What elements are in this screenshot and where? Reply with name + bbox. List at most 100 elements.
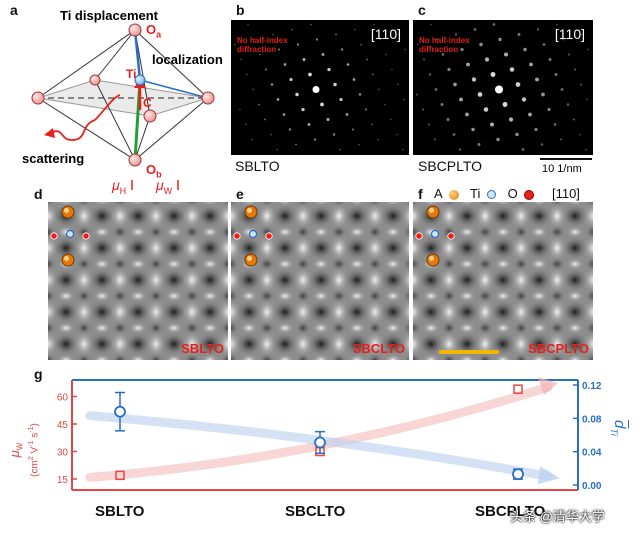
diffraction-spot	[295, 92, 299, 97]
diffraction-spot	[282, 113, 286, 116]
diffraction-spot	[489, 122, 495, 127]
right-axis-sub: Ti	[609, 428, 619, 436]
stem-light-column	[276, 354, 294, 360]
stem-dark-column	[184, 321, 200, 335]
stem-light-column	[146, 331, 166, 357]
stem-dark-column	[295, 289, 311, 303]
label-oa: Oa	[146, 22, 161, 40]
diffraction-spot	[384, 103, 386, 106]
stem-dark-column	[272, 204, 298, 228]
stem-dark-column	[477, 353, 493, 360]
label-mu-h-main: μ	[112, 177, 120, 193]
diffraction-spot	[377, 138, 379, 141]
stem-light-column	[93, 322, 111, 334]
stem-dark-column	[526, 204, 552, 228]
stem-f-label: SBCPLTO	[528, 341, 589, 356]
stem-light-column	[93, 258, 111, 270]
left-tick-label: 45	[57, 420, 69, 431]
diffraction-spot	[572, 118, 576, 121]
diffraction-spot	[477, 92, 483, 97]
diffraction-spot	[492, 23, 496, 26]
chart-g: 15 30 45 60 0.00 0.04 0.08 0.12	[57, 377, 602, 492]
stem-dark-column	[53, 236, 79, 260]
stem-light-column	[276, 322, 294, 334]
stem-dark-column	[513, 225, 529, 239]
stem-e-lattice	[231, 202, 409, 360]
diffraction-spot	[541, 92, 545, 97]
stem-light-column	[201, 290, 219, 302]
stem-dark-column	[562, 268, 588, 292]
diffraction-spot	[239, 108, 241, 111]
stem-dark-column	[490, 236, 516, 260]
stem-dark-column	[513, 321, 529, 335]
stem-dark-column	[112, 321, 128, 335]
stem-light-column	[165, 354, 183, 360]
diffraction-spot	[471, 77, 477, 82]
stem-dark-column	[148, 353, 164, 360]
diffraction-b: No half-index diffraction [110]	[231, 20, 409, 155]
diffraction-spot	[536, 28, 540, 31]
diffraction-spot	[333, 82, 337, 87]
stem-light-column	[511, 267, 531, 293]
left-axis-u1: 2	[27, 456, 35, 461]
diffraction-spot	[371, 123, 373, 126]
diffraction-spot	[258, 103, 260, 106]
diffraction-c-note: No half-index diffraction	[419, 36, 470, 54]
stem-dark-column	[413, 353, 421, 360]
atom-a-highlight	[64, 208, 69, 213]
diffraction-spot	[295, 143, 297, 146]
diffraction-spot	[479, 42, 483, 47]
atom-a-highlight	[429, 208, 434, 213]
stem-dark-column	[344, 268, 370, 292]
stem-dark-column	[441, 321, 457, 335]
stem-dark-column	[125, 332, 151, 356]
stem-light-column	[583, 203, 593, 229]
stem-light-column	[384, 354, 402, 360]
diffraction-center-spot	[312, 86, 320, 93]
stem-light-column	[422, 322, 440, 334]
diffraction-spot	[556, 23, 558, 26]
diffraction-spot	[483, 107, 489, 112]
left-axis-label-unit: (cm2 V-1 s-1)	[26, 415, 40, 485]
stem-light-column	[475, 299, 495, 325]
diffraction-spot	[378, 88, 380, 91]
stem-light-column	[257, 299, 277, 325]
stem-dark-column	[380, 332, 406, 356]
stem-dark-column	[418, 236, 444, 260]
stem-dark-column	[526, 332, 552, 356]
stem-dark-column	[236, 236, 262, 260]
atom-ti-marker	[248, 229, 258, 239]
diffraction-spot	[440, 103, 444, 106]
stem-light-column	[566, 290, 584, 302]
stem-dark-column	[184, 289, 200, 303]
legend-ti-icon	[486, 190, 496, 200]
stem-dark-column	[53, 332, 79, 356]
diffraction-spot	[503, 52, 509, 57]
stem-light-column	[276, 290, 294, 302]
x-category-2: SBCPLTO	[475, 503, 546, 520]
stem-dark-column	[549, 289, 565, 303]
octahedron-diagram	[31, 23, 215, 190]
stem-light-column	[365, 203, 385, 229]
diffraction-spot	[234, 43, 236, 46]
stem-light-column	[494, 258, 512, 270]
stem-dark-column	[161, 204, 187, 228]
stem-light-column	[110, 331, 130, 357]
diffraction-spot	[385, 53, 387, 56]
stem-light-column	[201, 322, 219, 334]
stem-dark-column	[259, 321, 275, 335]
stem-light-column	[365, 331, 385, 357]
stem-light-column	[293, 203, 313, 229]
stem-dark-column	[513, 289, 529, 303]
stem-dark-column	[295, 321, 311, 335]
stem-dark-column	[380, 300, 406, 324]
stem-light-column	[530, 290, 548, 302]
stem-light-column	[74, 299, 94, 325]
label-ob-sub: b	[156, 169, 162, 180]
stem-light-column	[182, 331, 202, 357]
stem-light-column	[384, 258, 402, 270]
stem-light-column	[57, 354, 75, 360]
diffraction-spot	[264, 118, 266, 121]
diffraction-spot	[307, 123, 311, 126]
stem-dark-column	[125, 300, 151, 324]
